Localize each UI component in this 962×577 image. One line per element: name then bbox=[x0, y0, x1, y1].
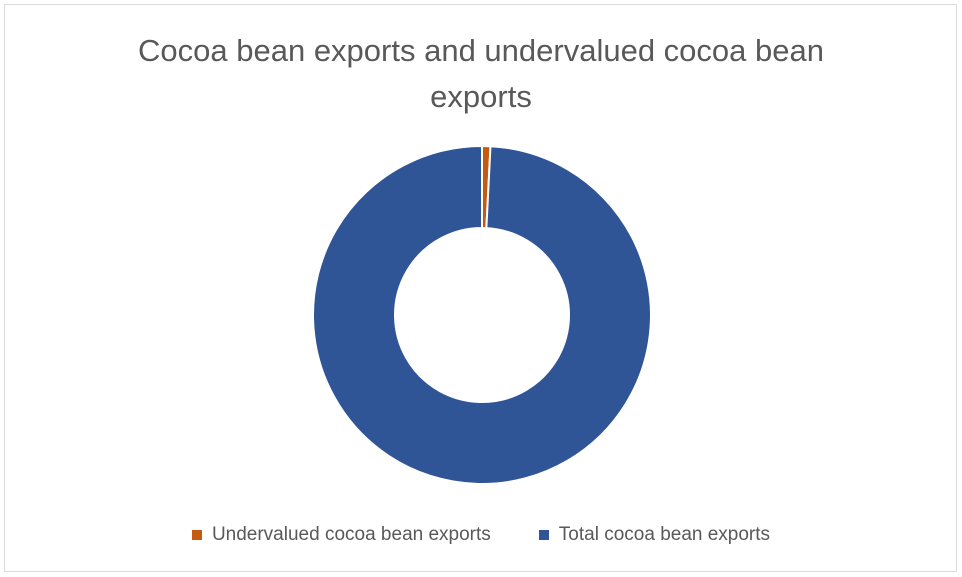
doughnut-slice-total bbox=[312, 144, 653, 485]
doughnut-slices bbox=[312, 144, 653, 485]
legend-swatch-undervalued bbox=[191, 530, 202, 540]
legend-item-total: Total cocoa bean exports bbox=[538, 524, 771, 546]
legend-label-total: Total cocoa bean exports bbox=[558, 524, 771, 545]
legend-swatch-total bbox=[538, 530, 549, 540]
legend-item-undervalued: Undervalued cocoa bean exports bbox=[191, 524, 491, 546]
legend-label-undervalued: Undervalued cocoa bean exports bbox=[211, 524, 491, 545]
chart-title: Cocoa bean exports and undervalued cocoa… bbox=[138, 33, 824, 114]
legend: Undervalued cocoa bean exports Total coc… bbox=[0, 524, 962, 546]
